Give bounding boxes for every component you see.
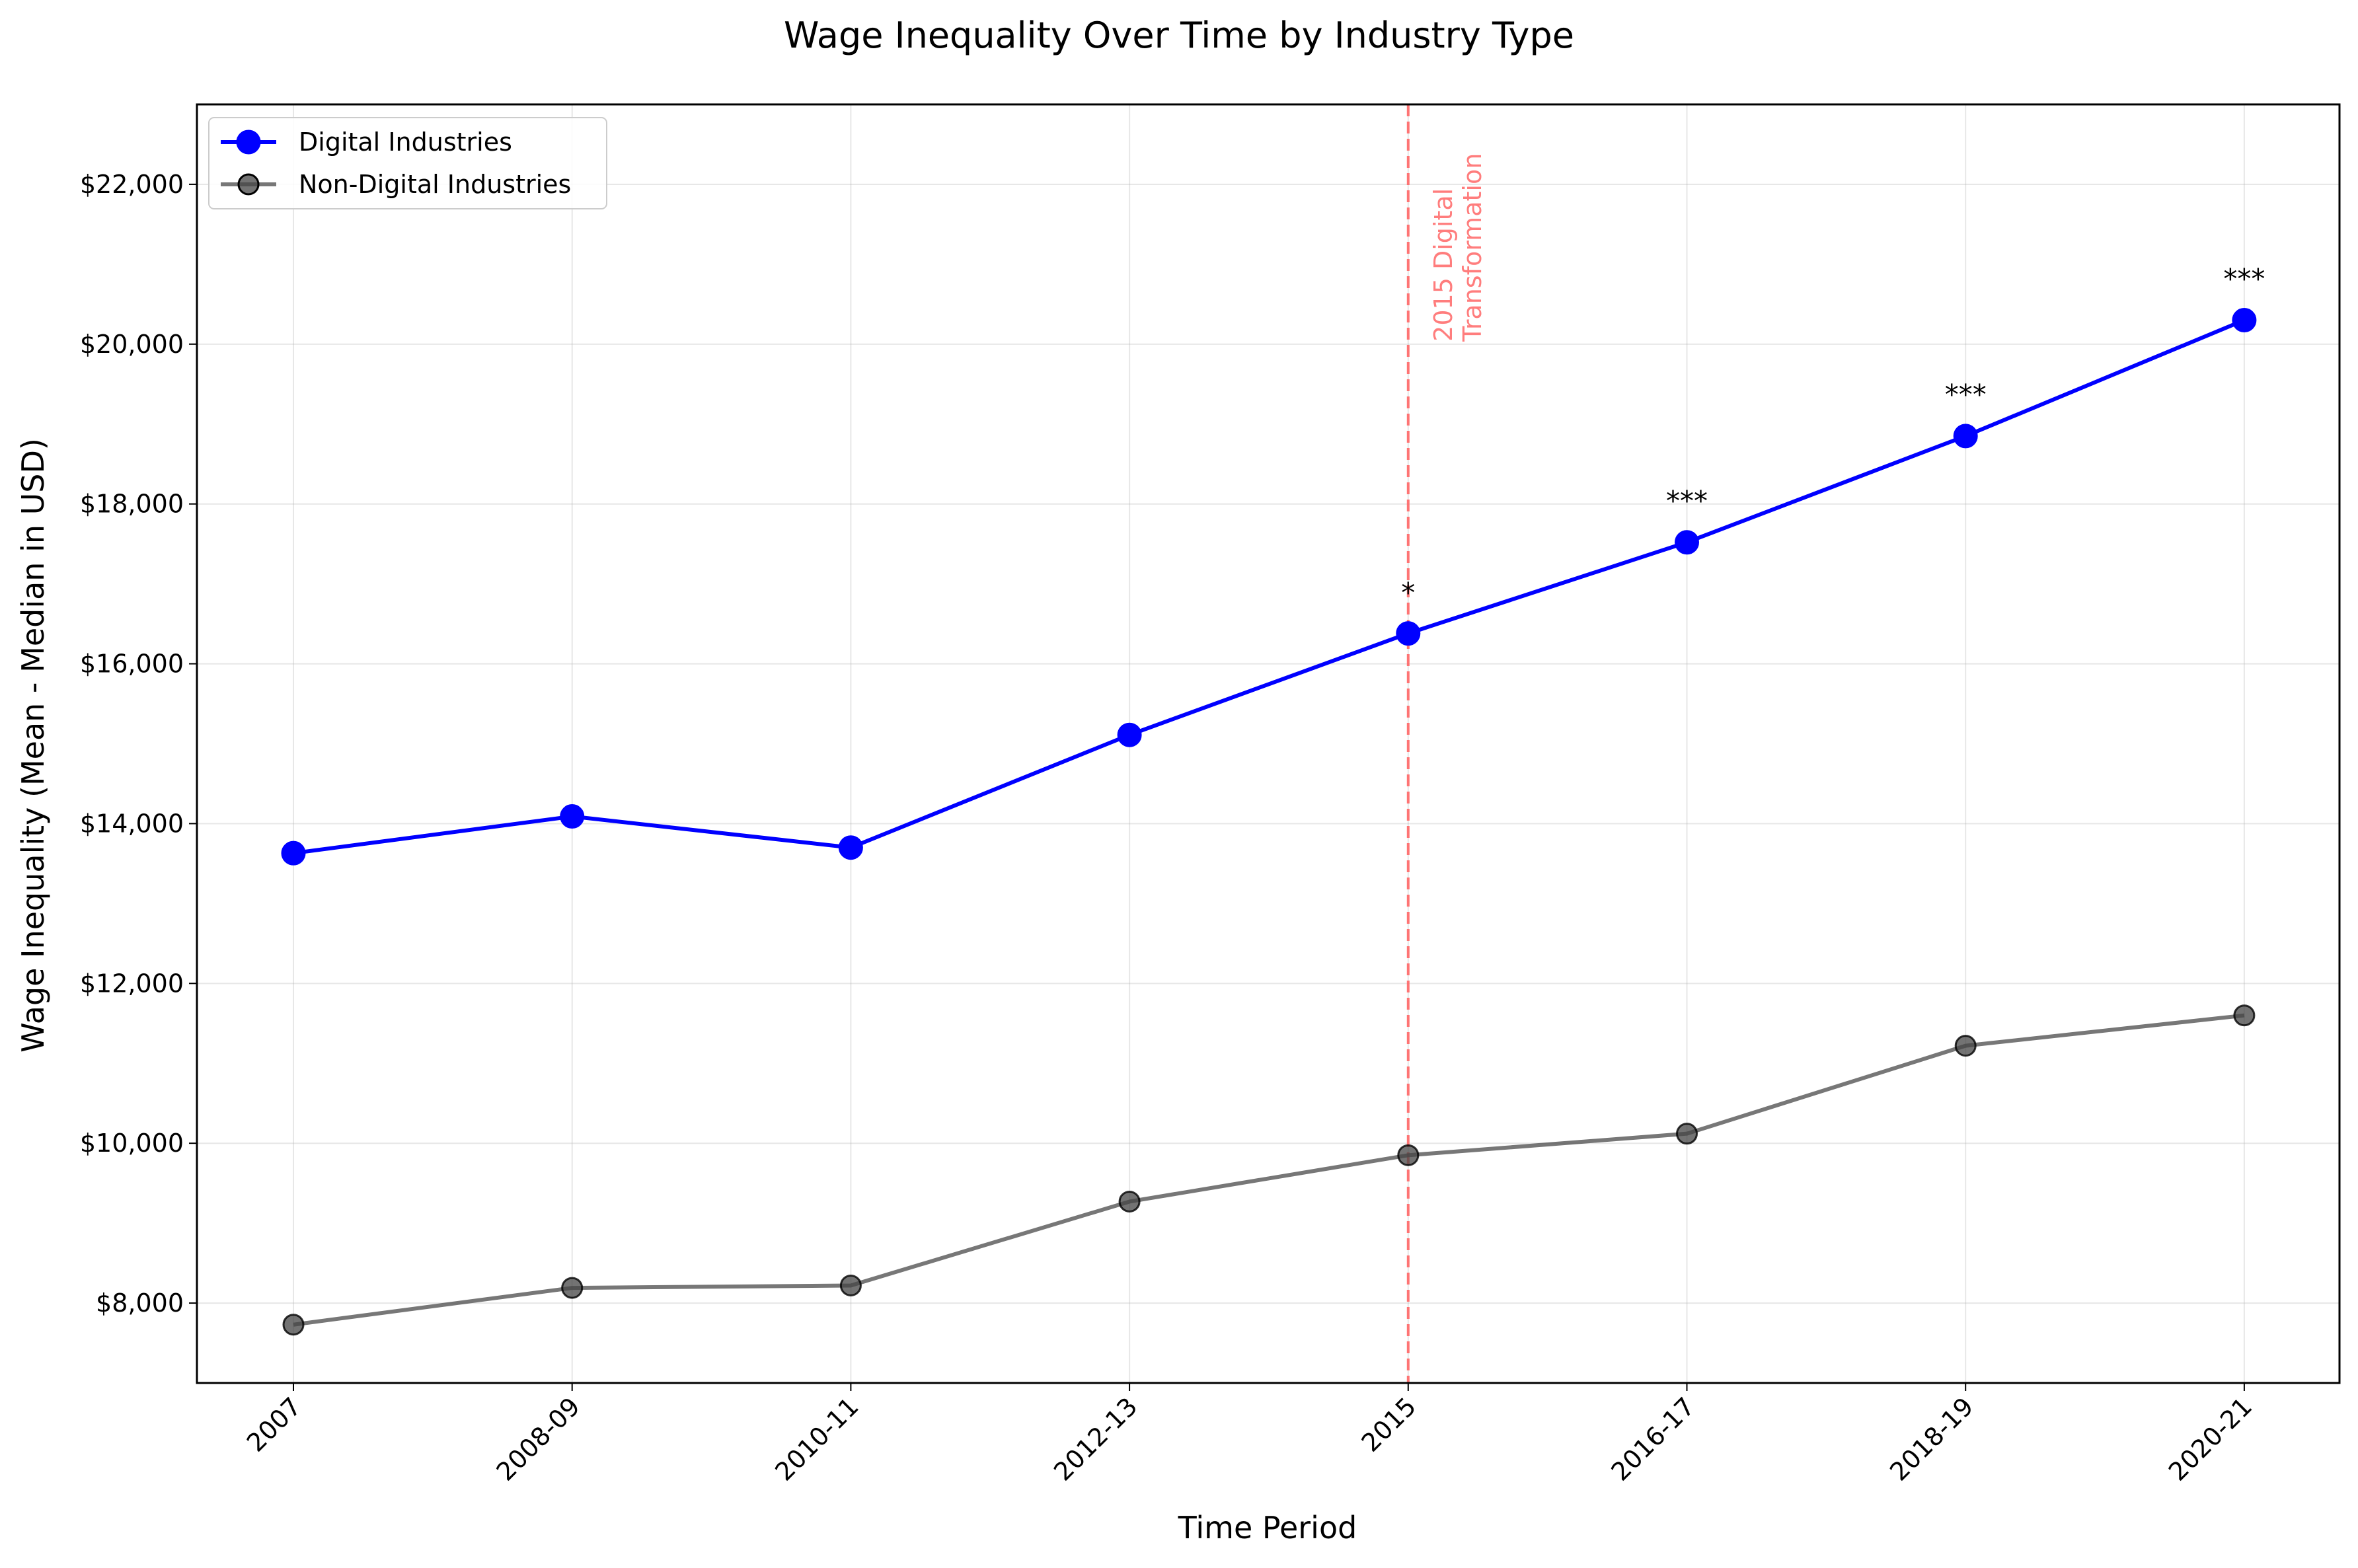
grid	[197, 104, 2339, 1383]
legend-swatch-marker	[236, 130, 261, 155]
y-tick-label: $16,000	[80, 650, 184, 679]
significance-marks: **********	[1401, 262, 2265, 609]
data-point-non-digital	[282, 1314, 305, 1336]
data-point-non-digital	[1118, 1190, 1141, 1213]
plot-frame	[196, 103, 2341, 1384]
y-tick-label: $22,000	[80, 170, 184, 199]
data-point-non-digital	[1397, 1144, 1420, 1166]
data-point-digital	[2232, 308, 2257, 333]
data-point-digital	[838, 835, 863, 860]
data-point-digital	[1953, 424, 1978, 449]
data-point-non-digital	[1676, 1123, 1698, 1145]
legend-label: Digital Industries	[299, 128, 512, 157]
legend-label: Non-Digital Industries	[299, 170, 571, 199]
data-point-digital	[1675, 530, 1699, 555]
y-axis-label: Wage Inequality (Mean - Median in USD)	[15, 438, 51, 1053]
series-group	[281, 308, 2257, 1336]
y-tick-label: $18,000	[80, 490, 184, 519]
data-point-digital	[1117, 722, 1142, 747]
y-tick-label: $20,000	[80, 330, 184, 359]
data-point-digital	[281, 840, 306, 866]
significance-mark: ***	[1945, 379, 1987, 411]
data-point-digital	[1396, 621, 1421, 646]
y-tick-label: $8,000	[96, 1288, 184, 1318]
data-point-digital	[560, 804, 585, 829]
significance-mark: ***	[1666, 485, 1708, 517]
legend-box	[208, 117, 607, 209]
data-point-non-digital	[839, 1274, 862, 1296]
data-point-non-digital	[1954, 1035, 1977, 1057]
y-tick-label: $12,000	[80, 969, 184, 998]
significance-mark: *	[1401, 577, 1415, 609]
chart-title: Wage Inequality Over Time by Industry Ty…	[784, 15, 1574, 56]
data-point-non-digital	[561, 1277, 584, 1299]
series-line-digital	[293, 318, 2246, 856]
reference-line-label: Transformation	[1458, 153, 1487, 342]
legend-swatch-marker	[237, 173, 260, 196]
x-axis-label: Time Period	[1178, 1510, 1357, 1546]
significance-mark: ***	[2223, 262, 2265, 295]
y-tick-label: $14,000	[80, 809, 184, 838]
data-point-non-digital	[2233, 1004, 2256, 1027]
reference-line-group: 2015 Digital Transformation	[1406, 104, 1487, 1383]
legend: Digital Industries Non-Digital Industries	[208, 117, 607, 209]
series-line-non-digital	[293, 1013, 2245, 1327]
y-tick-label: $10,000	[80, 1129, 184, 1158]
reference-line-label: 2015 Digital	[1429, 188, 1458, 342]
